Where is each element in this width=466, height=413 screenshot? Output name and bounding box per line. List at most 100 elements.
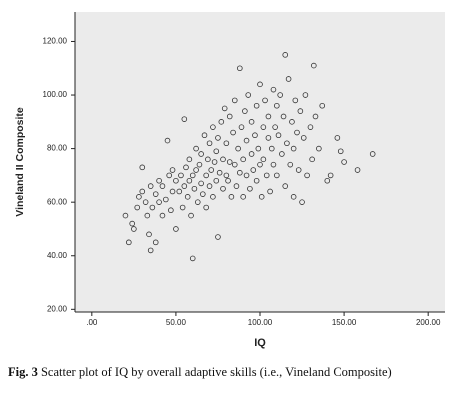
data-point	[139, 164, 146, 171]
data-point	[253, 102, 260, 109]
y-tick-label: 100.00	[43, 90, 68, 99]
data-point	[289, 119, 295, 125]
data-point	[183, 164, 189, 171]
data-point	[319, 102, 326, 109]
data-point	[205, 156, 211, 163]
data-point	[248, 119, 255, 125]
data-point	[168, 207, 174, 214]
data-point	[275, 132, 282, 139]
y-tick-label: 60.00	[47, 197, 68, 206]
y-axis-label: Vineland II Composite	[14, 107, 26, 217]
data-point	[290, 194, 297, 200]
data-point	[226, 113, 233, 120]
data-point	[206, 140, 213, 147]
data-point	[240, 156, 246, 163]
data-point	[181, 116, 188, 122]
data-point	[142, 199, 149, 205]
data-point	[233, 183, 240, 189]
data-point	[129, 220, 135, 227]
data-point	[210, 194, 216, 200]
data-point	[164, 137, 171, 144]
data-point	[334, 135, 341, 141]
data-point	[231, 97, 238, 104]
data-point	[274, 102, 280, 109]
y-tick-label: 80.00	[47, 144, 68, 153]
data-point	[194, 199, 201, 205]
data-point	[186, 156, 193, 163]
data-point	[253, 177, 260, 184]
data-point	[255, 145, 262, 152]
data-point	[263, 172, 270, 179]
data-point	[265, 135, 272, 141]
data-point	[238, 124, 245, 130]
data-point	[216, 169, 223, 176]
data-point	[252, 132, 258, 139]
data-point	[213, 148, 220, 155]
data-point	[309, 156, 315, 163]
data-point	[178, 172, 184, 179]
data-point	[282, 52, 289, 58]
data-point	[257, 81, 263, 88]
caption: Fig. 3 Scatter plot of IQ by overall ada…	[8, 364, 458, 380]
data-point	[203, 204, 209, 211]
data-point	[228, 194, 235, 200]
data-point	[220, 156, 226, 163]
data-point	[300, 135, 307, 141]
data-point	[191, 185, 198, 192]
data-point	[270, 161, 277, 168]
data-point	[223, 172, 230, 179]
data-point	[196, 161, 203, 168]
data-point	[292, 97, 299, 104]
data-point	[277, 92, 283, 98]
data-point	[208, 167, 215, 173]
data-point	[198, 151, 204, 157]
data-point	[152, 239, 159, 246]
data-point	[237, 169, 243, 176]
data-point	[265, 113, 272, 120]
data-point	[267, 188, 273, 195]
data-point	[152, 191, 159, 197]
data-point	[369, 151, 376, 157]
data-point	[226, 159, 233, 165]
data-point	[176, 188, 183, 195]
data-point	[324, 177, 331, 184]
data-point	[144, 212, 151, 219]
data-point	[311, 62, 317, 69]
x-tick-label: .00	[86, 318, 98, 327]
data-point	[200, 191, 206, 197]
data-point	[231, 161, 238, 168]
data-point	[225, 177, 231, 184]
data-point	[287, 161, 294, 168]
data-point	[260, 156, 267, 163]
data-point	[189, 255, 196, 262]
data-point	[257, 161, 263, 168]
data-point	[250, 167, 257, 173]
data-point	[136, 194, 142, 200]
data-point	[262, 97, 268, 104]
data-point	[243, 137, 250, 144]
data-point	[147, 247, 154, 254]
data-point	[245, 92, 252, 98]
data-point	[188, 212, 194, 219]
data-point	[316, 145, 322, 152]
data-point	[173, 226, 179, 232]
data-point	[206, 183, 213, 189]
data-point	[166, 172, 172, 179]
data-point	[268, 145, 275, 152]
data-point	[131, 226, 137, 232]
data-point	[179, 204, 186, 211]
data-point	[215, 135, 221, 141]
data-point	[248, 151, 255, 157]
x-tick-label: 100.00	[248, 318, 273, 327]
data-point	[307, 124, 314, 130]
data-point	[189, 172, 196, 179]
data-point	[299, 199, 305, 205]
data-point	[159, 212, 166, 219]
y-tick-label: 120.00	[43, 37, 68, 46]
x-tick-label: 50.00	[166, 318, 187, 327]
data-point	[260, 124, 267, 130]
data-point	[147, 183, 154, 189]
data-point	[181, 183, 188, 189]
data-point	[184, 194, 191, 200]
